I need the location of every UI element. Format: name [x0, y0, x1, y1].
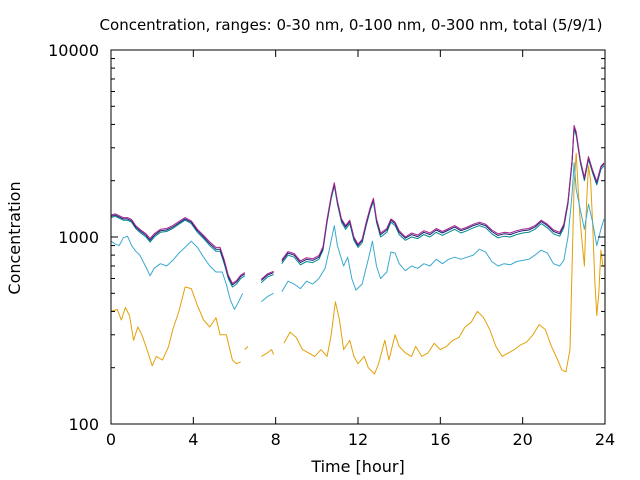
series-1-line [244, 346, 249, 350]
x-tick-label: 16 [430, 430, 450, 449]
ticks-layer: 0 4 8 12 16 20 24 100 1000 10000 [48, 41, 615, 449]
y-tick-label: 10000 [48, 41, 99, 60]
series-4-line [110, 214, 246, 286]
x-axis-label: Time [hour] [310, 457, 404, 476]
series-2-line [110, 235, 244, 310]
series-5-line [110, 213, 246, 284]
x-tick-label: 12 [348, 430, 368, 449]
plot-frame [110, 49, 606, 425]
series-5-line [260, 270, 274, 280]
x-tick-label: 0 [106, 430, 116, 449]
x-tick-label: 8 [271, 430, 281, 449]
chart-title: Concentration, ranges: 0-30 nm, 0-100 nm… [100, 16, 603, 34]
series-3-line [260, 274, 274, 284]
y-tick-label: 100 [68, 415, 99, 434]
series-1-line [283, 152, 604, 375]
x-tick-label: 24 [595, 430, 615, 449]
series-2-line [281, 162, 605, 292]
x-tick-label: 20 [512, 430, 532, 449]
series-layer [110, 124, 605, 375]
series-5-line [281, 124, 605, 262]
y-axis-label: Concentration [5, 181, 24, 294]
series-3-line [110, 215, 246, 288]
series-2-line [260, 292, 274, 303]
series-1-line [261, 349, 275, 357]
series-1-line [110, 286, 241, 367]
series-4-line [281, 126, 605, 264]
x-tick-label: 4 [188, 430, 198, 449]
y-tick-label: 1000 [58, 228, 99, 247]
series-4-line [260, 272, 274, 281]
